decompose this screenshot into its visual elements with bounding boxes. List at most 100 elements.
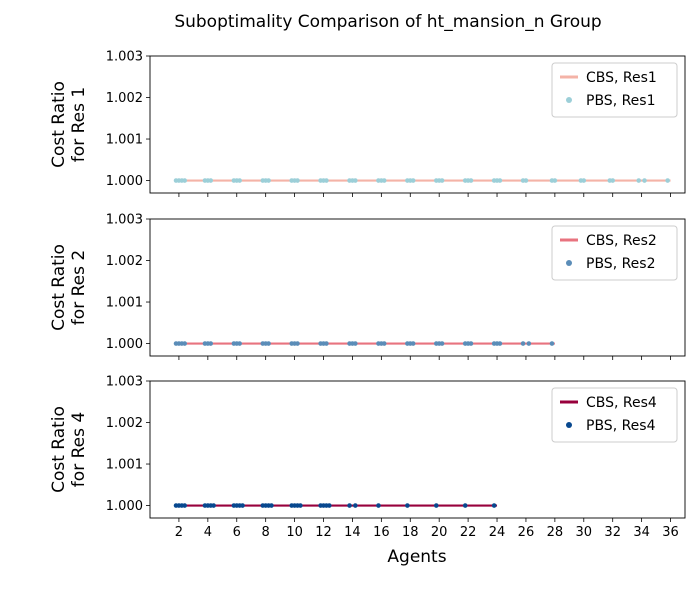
data-point [182, 178, 188, 183]
y-axis-title-line: for Res 2 [69, 250, 89, 325]
data-point [353, 341, 358, 346]
data-point [642, 178, 647, 183]
y-axis-title-line: Cost Ratio [49, 81, 69, 168]
x-tick-label: 10 [286, 525, 303, 540]
axes-frame [149, 380, 686, 519]
y-axis-title-line: for Res 4 [69, 412, 89, 487]
data-point [208, 178, 214, 183]
data-point [610, 178, 616, 183]
x-tick-label: 12 [315, 525, 332, 540]
x-tick-label: 34 [633, 525, 650, 540]
x-tick-label: 26 [518, 525, 535, 540]
y-tick-label: 1.000 [106, 499, 143, 514]
y-tick-label: 1.000 [106, 337, 143, 352]
x-tick-label: 6 [233, 525, 241, 540]
data-point [526, 341, 532, 346]
legend: CBS, Res2 PBS, Res2 [551, 225, 678, 281]
data-point [324, 341, 329, 346]
data-point [439, 178, 445, 183]
x-tick-label: 28 [547, 525, 564, 540]
data-point [468, 178, 474, 183]
y-tick-label: 1.002 [106, 91, 143, 106]
y-tick-label: 1.003 [106, 50, 143, 65]
data-point [581, 178, 587, 183]
x-tick-label: 4 [204, 525, 212, 540]
x-tick-label: 32 [604, 525, 621, 540]
data-point [353, 503, 358, 508]
axes-frame [149, 218, 686, 357]
legend-label: CBS, Res4 [586, 395, 657, 411]
x-tick-label: 16 [373, 525, 390, 540]
x-tick-label: 18 [402, 525, 419, 540]
legend-box [551, 62, 678, 118]
legend: CBS, Res4 PBS, Res4 [551, 387, 678, 443]
x-tick-label: 14 [344, 525, 361, 540]
y-tick-label: 1.003 [106, 213, 143, 228]
data-point [182, 341, 188, 346]
data-point [295, 341, 300, 346]
x-tick-label: 22 [460, 525, 477, 540]
data-point [439, 341, 445, 346]
x-tick-label: 24 [489, 525, 506, 540]
x-tick-label: 2 [175, 525, 183, 540]
data-point [269, 503, 274, 508]
x-axis-title: Agents [387, 547, 446, 567]
data-point [298, 503, 303, 508]
legend: CBS, Res1 PBS, Res1 [551, 62, 678, 118]
y-tick-label: 1.000 [106, 174, 143, 189]
y-tick-label: 1.002 [106, 254, 143, 269]
data-point [237, 341, 242, 346]
legend-label: CBS, Res1 [586, 70, 657, 86]
data-point [549, 341, 555, 346]
legend-marker-swatch [566, 422, 572, 428]
legend-label: PBS, Res2 [586, 256, 656, 272]
data-point [552, 178, 558, 183]
data-point [497, 178, 503, 183]
legend-marker-swatch [566, 97, 572, 103]
y-axis-title: Cost Ratiofor Res 1 [49, 81, 89, 168]
x-tick-label: 30 [576, 525, 593, 540]
data-point [295, 178, 300, 183]
chart-title: Suboptimality Comparison of ht_mansion_n… [174, 12, 601, 32]
data-point [326, 503, 332, 508]
y-axis-title-line: for Res 1 [69, 87, 89, 162]
data-point [381, 341, 387, 346]
data-point [468, 341, 474, 346]
data-point [665, 178, 670, 183]
x-tick-label: 36 [662, 525, 679, 540]
data-point [462, 503, 468, 508]
data-point [405, 503, 410, 508]
data-point [353, 178, 358, 183]
data-point [381, 178, 387, 183]
data-point [324, 178, 329, 183]
data-point [237, 178, 242, 183]
data-point [266, 178, 271, 183]
legend-label: PBS, Res1 [586, 93, 656, 109]
y-tick-label: 1.001 [106, 133, 143, 148]
y-axis-title-line: Cost Ratio [49, 244, 69, 331]
x-tick-label: 8 [262, 525, 270, 540]
data-point [520, 341, 526, 346]
data-point [266, 341, 271, 346]
data-point [410, 341, 416, 346]
data-point [208, 341, 214, 346]
legend-box [551, 387, 678, 443]
data-point [636, 178, 642, 183]
data-point [347, 503, 352, 508]
data-point [240, 503, 245, 508]
y-tick-label: 1.001 [106, 458, 143, 473]
y-tick-label: 1.001 [106, 296, 143, 311]
legend-label: PBS, Res4 [586, 418, 656, 434]
y-axis-title: Cost Ratiofor Res 2 [49, 244, 89, 331]
y-tick-label: 1.003 [106, 375, 143, 390]
legend-label: CBS, Res2 [586, 233, 657, 249]
data-point [491, 503, 497, 508]
data-point [523, 178, 529, 183]
data-point [410, 178, 416, 183]
